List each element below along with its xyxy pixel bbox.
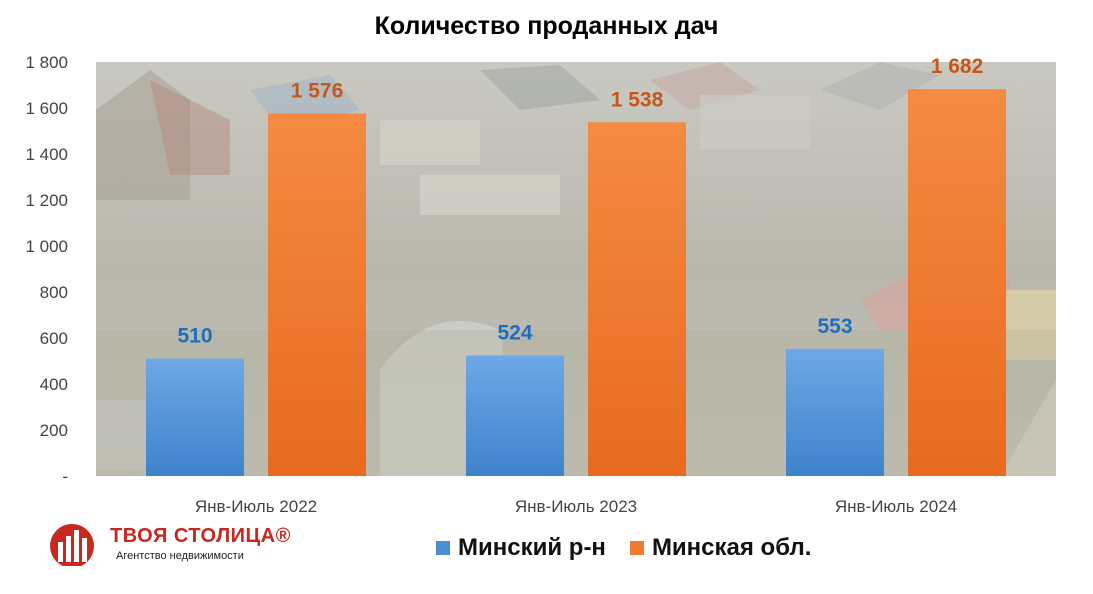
- bar-minsk-region: [588, 122, 686, 476]
- y-tick-label: 200: [40, 421, 68, 440]
- x-category-label: Янв-Июль 2024: [835, 497, 957, 516]
- legend-label: Минский р-н: [458, 534, 606, 561]
- y-tick-label: 1 800: [25, 53, 68, 72]
- legend-swatch-orange: [629, 541, 644, 555]
- bar-value-label: 524: [497, 321, 532, 344]
- logo-building-icon: [50, 524, 94, 566]
- bar-value-label: 553: [817, 315, 852, 338]
- y-tick-label: 400: [40, 375, 68, 394]
- chart-legend: Минский р-н Минская обл.: [436, 534, 811, 562]
- y-tick-label: -: [62, 467, 68, 486]
- y-tick-label: 1 600: [25, 99, 68, 118]
- y-tick-label: 600: [40, 329, 68, 348]
- bar-value-label: 1 682: [931, 55, 984, 78]
- plot-background-photo: [96, 62, 1056, 476]
- bar-minsk-region: [908, 89, 1006, 476]
- legend-swatch-blue: [436, 541, 450, 555]
- x-category-label: Янв-Июль 2022: [195, 497, 317, 516]
- bar-value-label: 1 576: [291, 80, 344, 103]
- y-tick-label: 1 400: [25, 145, 68, 164]
- logo-name: ТВОЯ СТОЛИЦА®: [110, 525, 291, 547]
- bar-minsk-district: [786, 348, 884, 476]
- y-tick-label: 1 200: [25, 191, 68, 210]
- x-category-label: Янв-Июль 2023: [515, 497, 637, 516]
- logo-subtitle: Агентство недвижимости: [116, 550, 244, 562]
- bar-value-label: 510: [177, 325, 212, 348]
- legend-item-minsk-district: Минский р-н: [436, 534, 606, 562]
- legend-label: Минская обл.: [651, 534, 812, 561]
- bar-minsk-district: [146, 358, 244, 476]
- bar-minsk-region: [268, 113, 366, 477]
- bar-value-label: 1 538: [611, 88, 664, 111]
- company-logo: ТВОЯ СТОЛИЦА® Агентство недвижимости: [46, 520, 306, 566]
- legend-item-minsk-region: Минская обл.: [629, 534, 812, 562]
- y-tick-label: 800: [40, 283, 68, 302]
- y-tick-label: 1 000: [25, 237, 68, 256]
- chart-title: Количество проданных дач: [374, 12, 719, 40]
- bar-minsk-district: [466, 355, 564, 476]
